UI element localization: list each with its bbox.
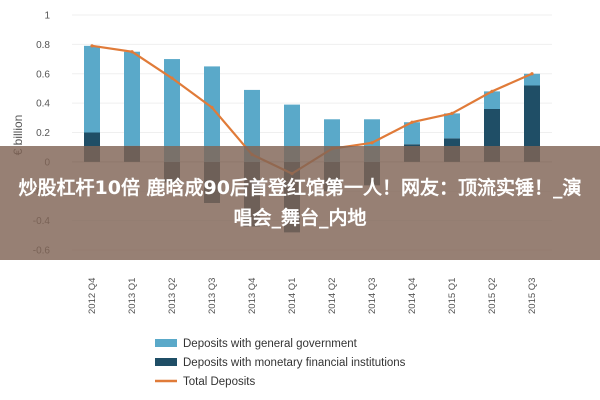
x-tick-label: 2015 Q1	[447, 278, 458, 314]
legend: Deposits with general government Deposits…	[155, 338, 406, 388]
total-deposits-point	[90, 44, 94, 48]
x-axis-ticks: 2012 Q4 2013 Q1 2013 Q2 2013 Q3 2013 Q4 2014 …	[87, 278, 538, 314]
total-deposits-point	[490, 89, 494, 93]
total-deposits-point	[370, 141, 374, 145]
bar-general-government	[484, 91, 500, 109]
bar-general-government	[204, 66, 220, 162]
x-tick-label: 2013 Q2	[167, 278, 178, 314]
x-tick-label: 2013 Q1	[127, 278, 138, 314]
y-tick-label: 0.2	[36, 128, 50, 139]
total-deposits-point	[210, 105, 214, 110]
x-tick-label: 2015 Q2	[487, 278, 498, 314]
y-tick-label: 1	[44, 11, 50, 22]
x-tick-label: 2014 Q3	[367, 278, 378, 314]
bar-general-government	[404, 122, 420, 145]
total-deposits-point	[450, 111, 454, 116]
bar-general-government	[164, 59, 180, 162]
overlay-title: 炒股杠杆10倍 鹿晗成90后首登红馆第一人！网友：顶流实锤！_演唱会_舞台_内地	[18, 177, 582, 229]
legend-label: Total Deposits	[183, 376, 255, 388]
legend-swatch	[155, 358, 177, 366]
bar-general-government	[524, 73, 540, 86]
x-tick-label: 2014 Q4	[407, 278, 418, 314]
x-tick-label: 2013 Q3	[207, 278, 218, 314]
y-tick-label: 0.4	[36, 99, 50, 110]
y-tick-label: 0.6	[36, 69, 50, 80]
bar-general-government	[124, 51, 140, 146]
total-deposits-point	[130, 50, 134, 54]
legend-swatch	[155, 339, 177, 347]
x-tick-label: 2012 Q4	[87, 278, 98, 314]
bar-general-government	[244, 89, 260, 162]
overlay-banner: 炒股杠杆10倍 鹿晗成90后首登红馆第一人！网友：顶流实锤！_演唱会_舞台_内地	[0, 146, 600, 260]
x-tick-label: 2014 Q1	[287, 278, 298, 314]
y-axis-label: € billion	[11, 115, 25, 156]
bar-general-government	[444, 113, 460, 139]
x-tick-label: 2015 Q3	[527, 278, 538, 314]
legend-label: Deposits with general government	[183, 338, 358, 350]
x-tick-label: 2013 Q4	[247, 278, 258, 314]
legend-label: Deposits with monetary financial institu…	[183, 357, 406, 369]
x-tick-label: 2014 Q2	[327, 278, 338, 314]
bar-mfi	[524, 85, 540, 162]
total-deposits-point	[410, 120, 414, 124]
total-deposits-point	[530, 72, 534, 76]
bar-general-government	[84, 45, 100, 133]
y-tick-label: 0.8	[36, 40, 50, 51]
total-deposits-point	[170, 76, 174, 80]
